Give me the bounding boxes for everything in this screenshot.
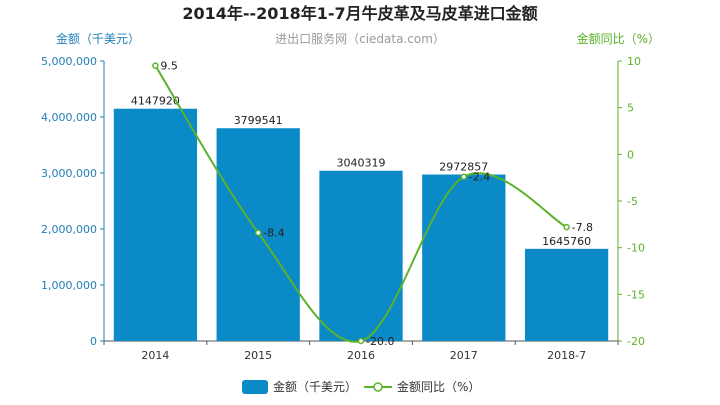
right-axis-tick-label: -20: [627, 335, 645, 348]
yoy-data-label: 9.5: [160, 60, 178, 73]
bar-data-label: 1645760: [542, 235, 591, 248]
right-axis-tick-label: -10: [627, 242, 645, 255]
x-axis-tick-label: 2014: [141, 349, 169, 362]
x-axis-tick-label: 2017: [450, 349, 478, 362]
bar: [319, 170, 403, 341]
right-axis-tick-label: -15: [627, 288, 645, 301]
x-axis-tick-label: 2015: [244, 349, 272, 362]
legend: 金额（千美元） 金额同比（%）: [242, 379, 480, 394]
left-axis-tick-label: 3,000,000: [41, 167, 97, 180]
bar: [113, 108, 198, 341]
bar-data-label: 3799541: [234, 114, 283, 127]
yoy-point: [357, 337, 365, 345]
x-axis-tick-label: 2018-7: [547, 349, 586, 362]
legend-line-marker: [373, 382, 383, 392]
bar: [422, 174, 506, 341]
yoy-point: [460, 173, 468, 180]
chart-title: 2014年--2018年1-7月牛皮革及马皮革进口金额: [182, 4, 537, 23]
yoy-point: [563, 223, 570, 231]
left-axis-tick-label: 5,000,000: [41, 55, 97, 68]
right-axis-tick-label: -5: [627, 195, 638, 208]
yoy-data-label: -2.4: [469, 171, 490, 184]
left-axis-tick-label: 1,000,000: [41, 279, 97, 292]
line-group: 9.5 -8.4 -20.0 -2.4 -7.8: [152, 60, 593, 348]
bar-data-label: 2972857: [439, 161, 488, 174]
left-axis-tick-label: 4,000,000: [41, 111, 97, 124]
legend-bar-label: 金额（千美元）: [273, 379, 357, 394]
left-axis-tick-label: 2,000,000: [41, 223, 97, 236]
yoy-data-label: -20.0: [366, 335, 394, 348]
axes-group: 0 1,000,000 2,000,000 3,000,000 4,000,000 5,0…: [41, 55, 645, 362]
right-axis-title: 金额同比（%）: [577, 31, 660, 46]
yoy-data-label: -7.8: [572, 221, 593, 234]
bars-group: 4147920 3799541 3040319 2972857 1645760: [113, 95, 609, 341]
right-axis-tick-label: 10: [627, 55, 641, 68]
yoy-point: [152, 62, 159, 69]
legend-bar-swatch: [242, 380, 268, 394]
bar-data-label: 3040319: [337, 157, 386, 170]
left-axis-title: 金额（千美元）: [56, 31, 140, 46]
chart-subtitle: 进出口服务网（ciedata.com）: [275, 31, 445, 46]
left-axis-tick-label: 0: [90, 335, 97, 348]
bar-data-label: 4147920: [131, 95, 180, 108]
bar: [524, 248, 609, 341]
x-axis-tick-label: 2016: [347, 349, 375, 362]
legend-line-label: 金额同比（%）: [397, 379, 480, 394]
yoy-point: [254, 229, 262, 236]
yoy-data-label: -8.4: [263, 227, 284, 240]
right-axis-tick-label: 0: [627, 148, 634, 161]
right-axis-tick-label: 5: [627, 102, 634, 115]
